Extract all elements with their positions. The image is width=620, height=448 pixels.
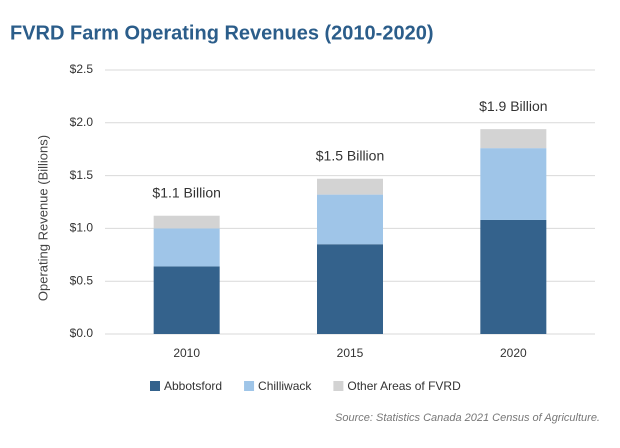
y-tick-label: $2.0 [70, 115, 94, 129]
y-axis-label: Operating Revenue (Billions) [35, 135, 50, 301]
bar-segment [480, 129, 547, 149]
bar-segment [317, 194, 383, 245]
legend-label: Other Areas of FVRD [347, 379, 461, 393]
y-tick-label: $1.5 [70, 168, 94, 182]
bar-segment [317, 178, 383, 195]
legend-label: Abbotsford [164, 379, 222, 393]
legend-swatch [244, 381, 255, 391]
bar-segment [317, 244, 383, 334]
x-tick-label: 2015 [337, 346, 364, 360]
total-label: $1.9 Billion [479, 98, 548, 114]
y-tick-label: $0.5 [70, 273, 94, 287]
total-label: $1.5 Billion [316, 147, 385, 163]
y-tick-label: $2.5 [70, 62, 94, 76]
y-tick-label: $1.0 [70, 221, 94, 235]
bar-segment [480, 219, 547, 334]
legend-swatch [333, 381, 344, 391]
bar-segment [480, 148, 547, 220]
legend-swatch [150, 381, 160, 391]
legend-label: Chilliwack [258, 379, 312, 393]
bar-segment [153, 266, 220, 334]
source-note: Source: Statistics Canada 2021 Census of… [335, 412, 600, 424]
x-tick-label: 2020 [500, 346, 527, 360]
x-tick-label: 2010 [173, 346, 200, 360]
chart-title: FVRD Farm Operating Revenues (2010-2020) [10, 22, 434, 44]
bar-segment [153, 215, 220, 229]
y-tick-label: $0.0 [70, 326, 94, 340]
bar-segment [153, 228, 220, 267]
total-label: $1.1 Billion [152, 184, 221, 200]
